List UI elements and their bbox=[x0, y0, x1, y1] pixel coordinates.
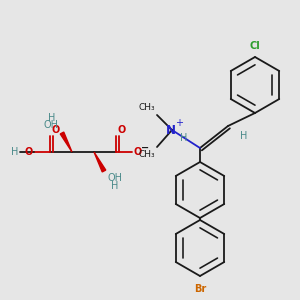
Text: H: H bbox=[11, 147, 18, 157]
Text: H: H bbox=[240, 131, 248, 141]
Text: O: O bbox=[51, 125, 59, 135]
Text: Br: Br bbox=[194, 284, 206, 294]
Text: −: − bbox=[141, 143, 149, 153]
Text: Cl: Cl bbox=[250, 41, 260, 51]
Text: H: H bbox=[48, 113, 55, 123]
Text: OH: OH bbox=[44, 120, 59, 130]
Text: O: O bbox=[133, 147, 141, 157]
Text: CH₃: CH₃ bbox=[138, 103, 155, 112]
Polygon shape bbox=[60, 132, 72, 152]
Text: O: O bbox=[117, 125, 125, 135]
Text: N: N bbox=[166, 124, 176, 137]
Text: H: H bbox=[111, 181, 118, 191]
Text: CH₃: CH₃ bbox=[138, 150, 155, 159]
Text: H: H bbox=[180, 133, 188, 143]
Text: OH: OH bbox=[107, 173, 122, 183]
Polygon shape bbox=[94, 152, 106, 172]
Text: O: O bbox=[25, 147, 33, 157]
Text: +: + bbox=[175, 118, 183, 128]
